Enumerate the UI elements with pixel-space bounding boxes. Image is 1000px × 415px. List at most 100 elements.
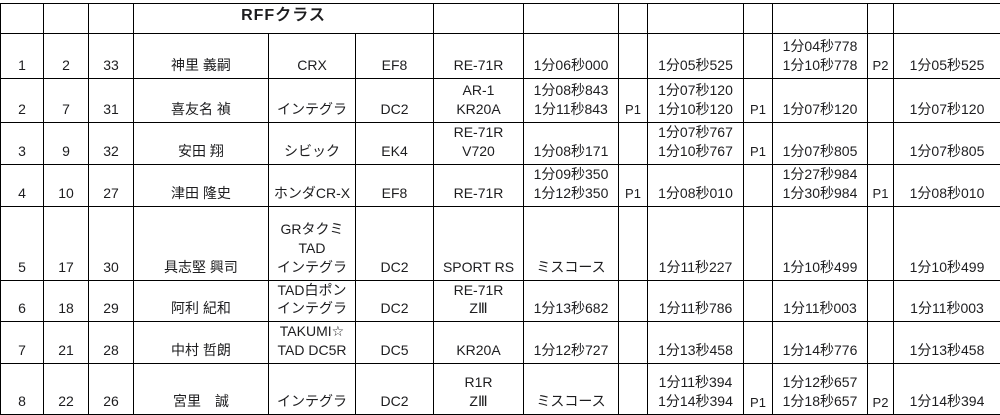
driver-cell: 喜友名 禎	[134, 79, 269, 123]
header-cell-empty	[619, 4, 648, 34]
chassis-cell: DC2	[356, 206, 434, 280]
rank-cell: 7	[1, 322, 44, 364]
best-time-cell: 1分10秒499	[894, 206, 1000, 280]
car-cell: CRX	[269, 34, 356, 79]
entry-no-cell: 22	[44, 364, 89, 415]
table-row: 2 7 31 喜友名 禎 インテグラ DC2 AR-1 KR20A 1分08秒8…	[1, 79, 1000, 123]
table-row: 4 10 27 津田 隆史 ホンダCR-X EF8 RE-71R 1分09秒35…	[1, 164, 1000, 206]
heat3-time-cell: 1分07秒805	[773, 123, 868, 165]
car-cell: シビック	[269, 123, 356, 165]
heat2-penalty-cell	[744, 280, 773, 322]
header-cell-empty	[868, 4, 894, 34]
driver-cell: 神里 義嗣	[134, 34, 269, 79]
driver-cell: 安田 翔	[134, 123, 269, 165]
best-time-cell: 1分11秒003	[894, 280, 1000, 322]
heat2-penalty-cell: P1	[744, 364, 773, 415]
best-time-cell: 1分07秒805	[894, 123, 1000, 165]
tire-cell: RE-71R	[434, 34, 524, 79]
entry-no-cell: 17	[44, 206, 89, 280]
driver-cell: 宮里 誠	[134, 364, 269, 415]
header-row: RFFクラス	[1, 4, 1000, 34]
car-no-cell: 31	[89, 79, 134, 123]
heat2-time-cell: 1分07秒767 1分10秒767	[648, 123, 744, 165]
tire-cell: KR20A	[434, 322, 524, 364]
heat2-penalty-cell: P1	[744, 79, 773, 123]
driver-cell: 津田 隆史	[134, 164, 269, 206]
heat1-time-cell: 1分12秒727	[524, 322, 619, 364]
header-cell-empty	[524, 4, 619, 34]
driver-cell: 中村 哲朗	[134, 322, 269, 364]
table-row: 5 17 30 具志堅 興司 GRタクミ TAD インテグラ DC2 SPORT…	[1, 206, 1000, 280]
heat2-penalty-cell: P1	[744, 123, 773, 165]
heat1-time-cell: ミスコース	[524, 364, 619, 415]
heat1-penalty-cell: P1	[619, 164, 648, 206]
rank-cell: 1	[1, 34, 44, 79]
heat3-time-cell: 1分27秒984 1分30秒984	[773, 164, 868, 206]
car-no-cell: 33	[89, 34, 134, 79]
header-cell-empty	[89, 4, 134, 34]
heat3-penalty-cell: P1	[868, 164, 894, 206]
rank-cell: 2	[1, 79, 44, 123]
driver-cell: 具志堅 興司	[134, 206, 269, 280]
heat2-time-cell: 1分11秒227	[648, 206, 744, 280]
heat3-time-cell: 1分10秒499	[773, 206, 868, 280]
car-no-cell: 27	[89, 164, 134, 206]
entry-no-cell: 21	[44, 322, 89, 364]
rank-cell: 8	[1, 364, 44, 415]
chassis-cell: DC2	[356, 79, 434, 123]
header-cell-empty	[648, 4, 744, 34]
table-row: 7 21 28 中村 哲朗 TAKUMI☆ TAD DC5R DC5 KR20A…	[1, 322, 1000, 364]
tire-cell: RE-71R	[434, 164, 524, 206]
heat2-penalty-cell	[744, 164, 773, 206]
car-no-cell: 29	[89, 280, 134, 322]
chassis-cell: EF8	[356, 34, 434, 79]
heat1-time-cell: 1分13秒682	[524, 280, 619, 322]
tire-cell: R1R ZⅢ	[434, 364, 524, 415]
best-time-cell: 1分07秒120	[894, 79, 1000, 123]
chassis-cell: DC2	[356, 280, 434, 322]
heat2-penalty-cell	[744, 322, 773, 364]
heat2-penalty-cell	[744, 34, 773, 79]
heat2-time-cell: 1分11秒786	[648, 280, 744, 322]
heat1-time-cell: 1分09秒350 1分12秒350	[524, 164, 619, 206]
table-row: 6 18 29 阿利 紀和 TAD白ポン インテグラ DC2 RE-71R ZⅢ…	[1, 280, 1000, 322]
driver-cell: 阿利 紀和	[134, 280, 269, 322]
entry-no-cell: 9	[44, 123, 89, 165]
results-table: RFFクラス 1 2 33 神里 義嗣 CRX EF8 RE-71R 1分06秒…	[0, 3, 1000, 415]
car-cell: TAKUMI☆ TAD DC5R	[269, 322, 356, 364]
heat1-penalty-cell	[619, 364, 648, 415]
heat1-time-cell: 1分08秒171	[524, 123, 619, 165]
car-cell: GRタクミ TAD インテグラ	[269, 206, 356, 280]
tire-cell: SPORT RS	[434, 206, 524, 280]
heat1-penalty-cell	[619, 34, 648, 79]
table-row: 8 22 26 宮里 誠 インテグラ DC2 R1R ZⅢ ミスコース 1分11…	[1, 364, 1000, 415]
heat3-penalty-cell	[868, 280, 894, 322]
heat3-penalty-cell	[868, 79, 894, 123]
heat3-penalty-cell: P2	[868, 34, 894, 79]
heat3-time-cell: 1分14秒776	[773, 322, 868, 364]
heat1-penalty-cell	[619, 206, 648, 280]
car-no-cell: 28	[89, 322, 134, 364]
table-row: 1 2 33 神里 義嗣 CRX EF8 RE-71R 1分06秒000 1分0…	[1, 34, 1000, 79]
chassis-cell: DC2	[356, 364, 434, 415]
header-cell-empty	[1, 4, 44, 34]
heat1-penalty-cell	[619, 123, 648, 165]
heat2-time-cell: 1分07秒120 1分10秒120	[648, 79, 744, 123]
heat3-time-cell: 1分12秒657 1分18秒657	[773, 364, 868, 415]
header-cell-empty	[894, 4, 1000, 34]
entry-no-cell: 7	[44, 79, 89, 123]
heat3-penalty-cell	[868, 206, 894, 280]
rank-cell: 4	[1, 164, 44, 206]
heat3-time-cell: 1分07秒120	[773, 79, 868, 123]
entry-no-cell: 10	[44, 164, 89, 206]
chassis-cell: DC5	[356, 322, 434, 364]
heat3-time-cell: 1分04秒778 1分10秒778	[773, 34, 868, 79]
heat2-time-cell: 1分05秒525	[648, 34, 744, 79]
chassis-cell: EK4	[356, 123, 434, 165]
entry-no-cell: 18	[44, 280, 89, 322]
heat1-time-cell: 1分06秒000	[524, 34, 619, 79]
car-no-cell: 26	[89, 364, 134, 415]
class-title: RFFクラス	[134, 4, 434, 34]
heat3-penalty-cell	[868, 322, 894, 364]
car-cell: インテグラ	[269, 364, 356, 415]
